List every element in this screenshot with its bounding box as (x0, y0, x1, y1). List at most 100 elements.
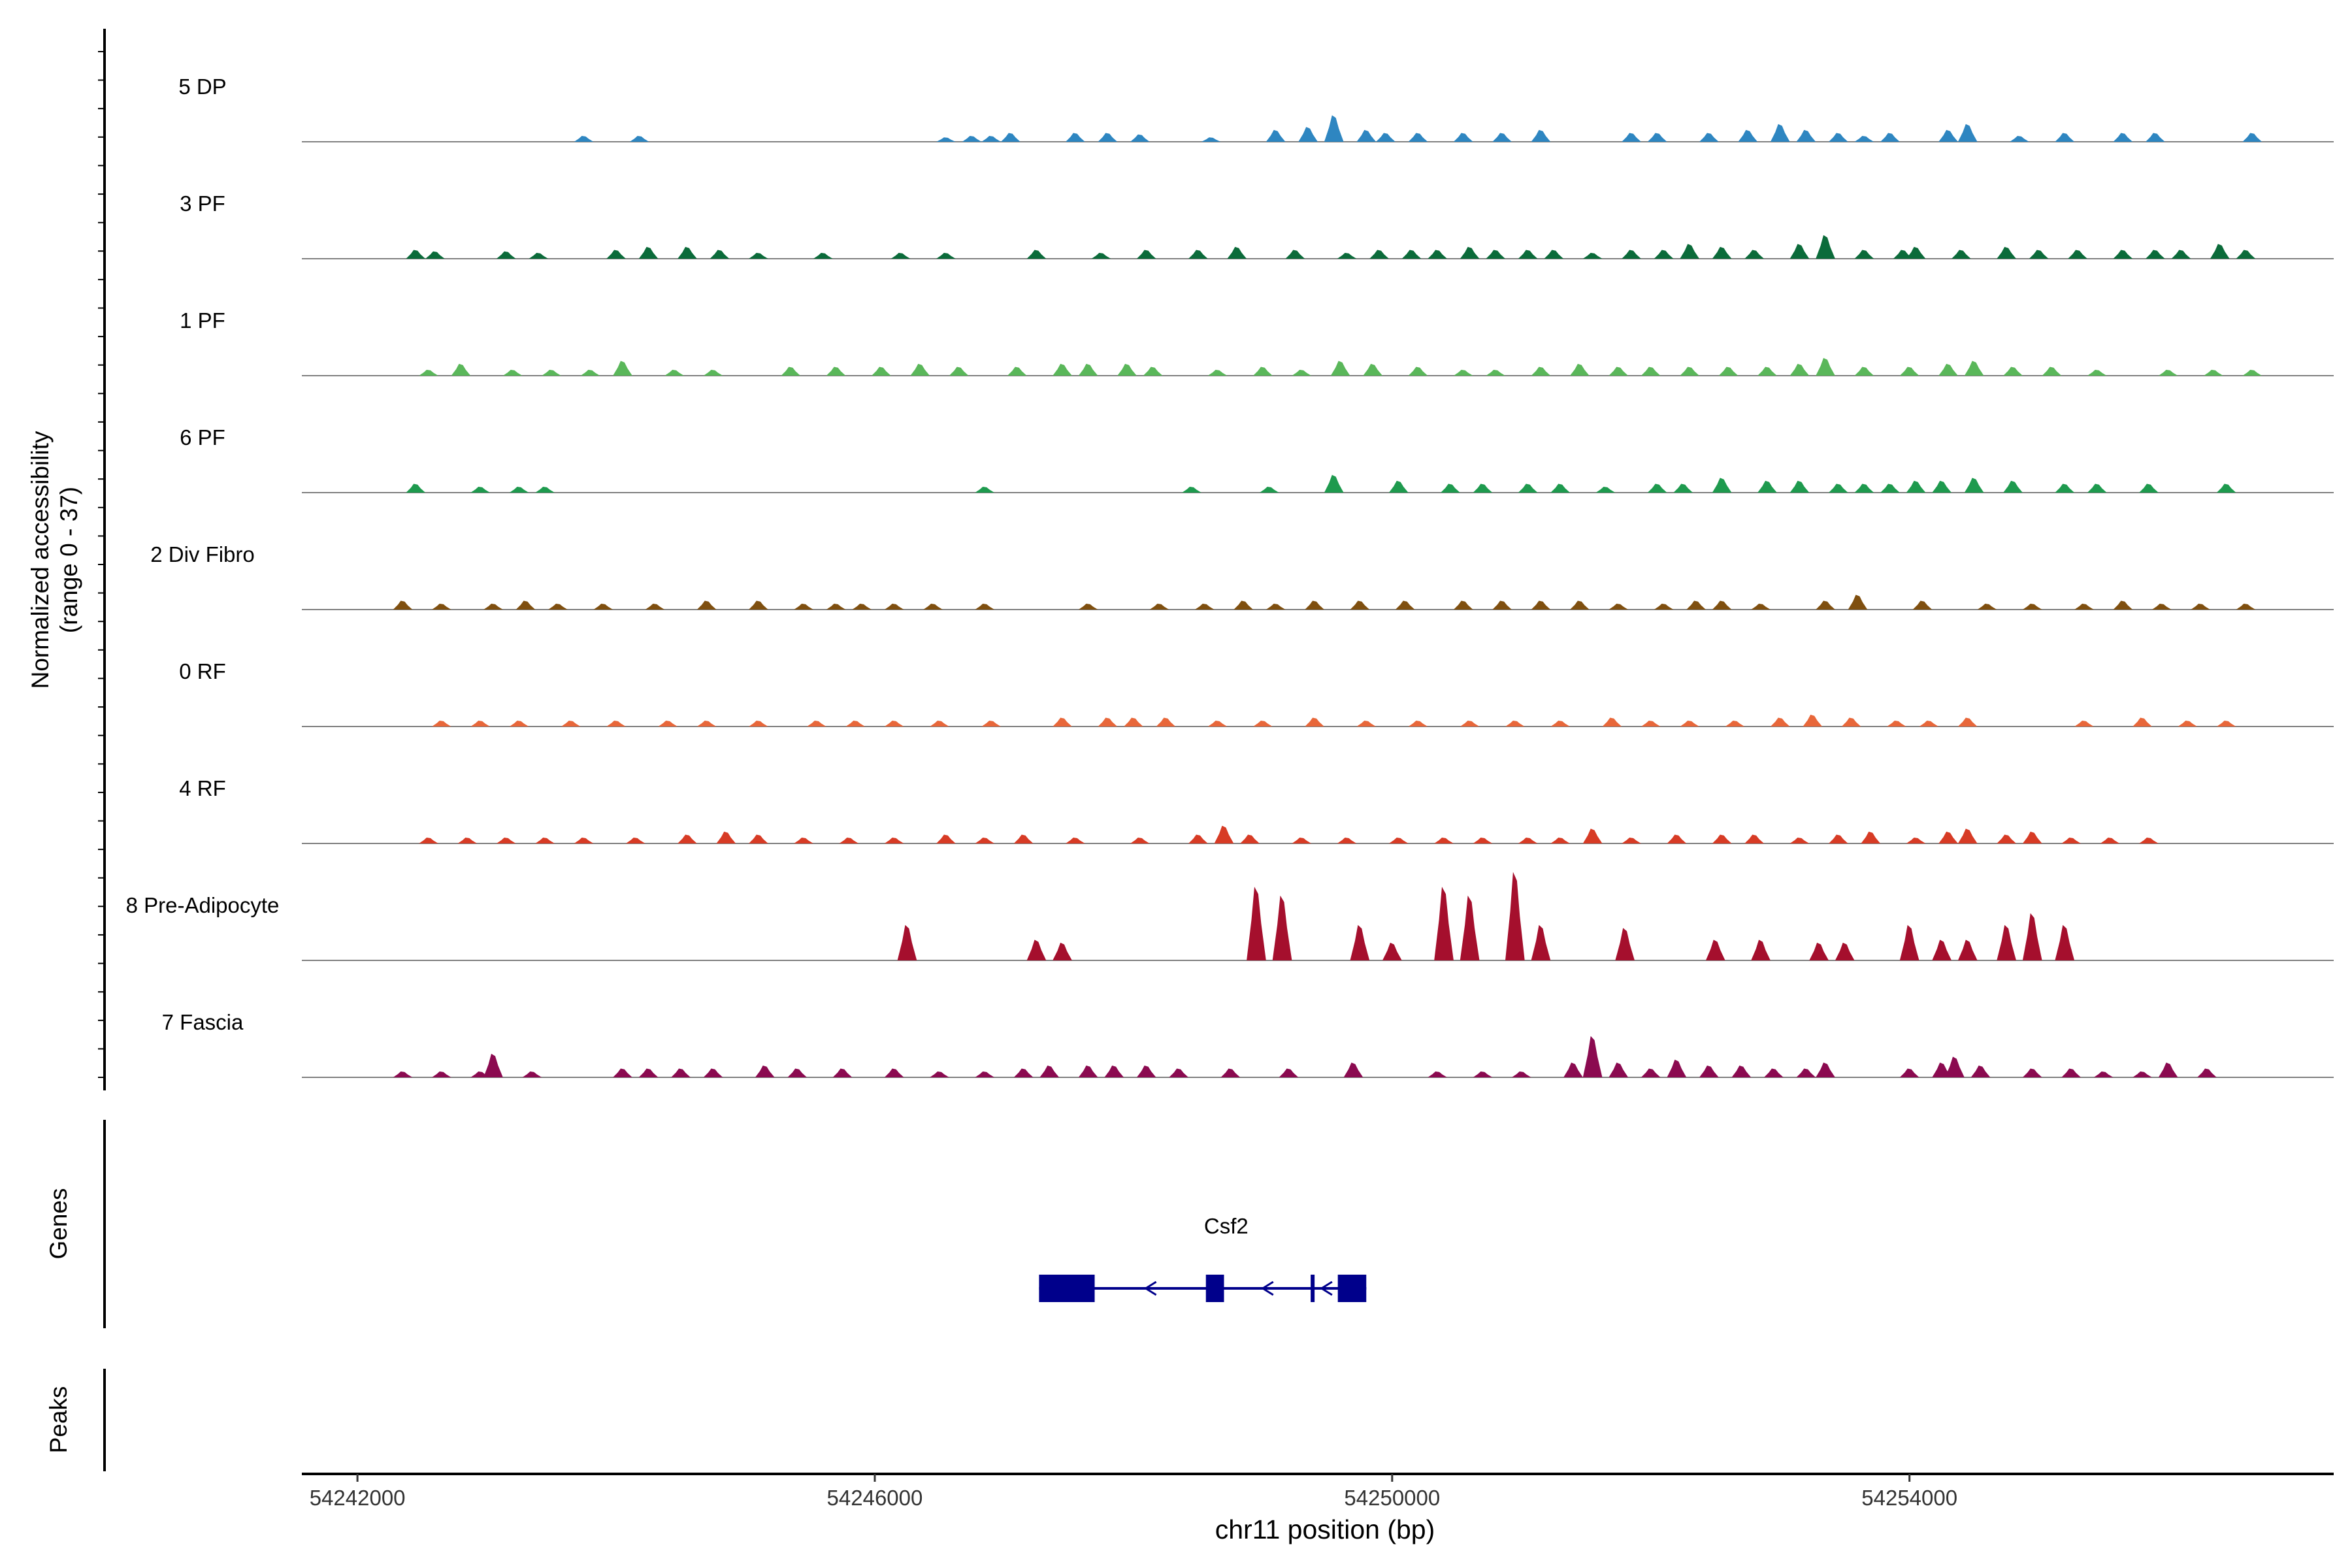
coverage-peak (1013, 834, 1034, 843)
coverage-peak (845, 721, 866, 727)
coverage-peak (923, 604, 943, 610)
coverage-peak (1977, 604, 1997, 610)
coverage-peak (1240, 834, 1260, 843)
coverage-peak (1363, 363, 1382, 376)
coverage-peak (1899, 367, 1919, 376)
coverage-peak (496, 838, 516, 843)
coverage-peak (1686, 600, 1706, 610)
coverage-peak (638, 246, 659, 259)
coverage-peak (2236, 250, 2256, 259)
coverage-peak (1098, 133, 1118, 142)
coverage-peak (1957, 939, 1978, 960)
coverage-peak (1292, 370, 1312, 376)
coverage-peak (1997, 246, 2016, 259)
coverage-peak (1673, 483, 1693, 493)
coverage-peak (1938, 831, 1958, 843)
coverage-peak (749, 600, 768, 610)
coverage-peak (1505, 872, 1525, 960)
coverage-peak (1796, 1068, 1816, 1077)
coverage-peak (975, 1071, 995, 1077)
coverage-peak (2113, 133, 2133, 142)
coverage-peak (1388, 480, 1409, 493)
genes-panel-label: Genes (45, 1188, 72, 1259)
coverage-peak (1350, 600, 1370, 610)
x-axis-title: chr11 position (bp) (1215, 1514, 1435, 1544)
coverage-peak (1156, 717, 1176, 727)
coverage-peak (1667, 834, 1687, 843)
coverage-peak (1647, 483, 1667, 493)
coverage-peak (1893, 250, 1913, 259)
coverage-peak (1247, 887, 1266, 960)
coverage-peak (1680, 244, 1699, 259)
coverage-peak (716, 831, 736, 843)
coverage-peak (1641, 721, 1661, 727)
coverage-peak (1169, 1068, 1188, 1077)
coverage-peak (1104, 1065, 1124, 1077)
coverage-peak (1899, 1068, 1919, 1077)
coverage-peak (2003, 480, 2023, 493)
coverage-peak (1395, 600, 1415, 610)
accessibility-y-axis (98, 29, 106, 1090)
coverage-peak (1550, 483, 1570, 493)
coverage-peak (483, 1053, 503, 1077)
coverage-peak (548, 604, 568, 610)
coverage-peak (1053, 363, 1072, 376)
coverage-peak (710, 250, 730, 259)
coverage-peak (1486, 370, 1505, 376)
coverage-peak (1712, 478, 1732, 493)
coverage-peak (1854, 367, 1874, 376)
coverage-peak (1932, 939, 1952, 960)
coverage-peak (1906, 246, 1926, 259)
coverage-peak (2242, 133, 2262, 142)
coverage-peak (696, 600, 717, 610)
coverage-peak (574, 136, 594, 142)
track-label: 1 PF (180, 308, 225, 333)
coverage-peak (872, 367, 891, 376)
coverage-peak (1182, 487, 1201, 493)
coverage-peak (606, 250, 626, 259)
coverage-peak (509, 487, 529, 493)
coverage-peak (1194, 604, 1215, 610)
coverage-peak (755, 1065, 775, 1077)
coverage-peak (678, 246, 697, 259)
coverage-peak (1880, 133, 1900, 142)
coverage-peak (2171, 250, 2191, 259)
coverage-peak (1654, 604, 1674, 610)
coverage-peak (1945, 1056, 1965, 1077)
coverage-peak (1292, 838, 1312, 843)
coverage-peak (2151, 604, 2172, 610)
coverage-peak (613, 361, 632, 376)
gene-exon (1205, 1275, 1224, 1302)
coverage-peak (1712, 246, 1732, 259)
coverage-peak (1091, 253, 1111, 259)
coverage-peak (884, 604, 904, 610)
coverage-peak (1272, 895, 1292, 960)
coverage-peak (975, 838, 995, 843)
coverage-peak (1602, 717, 1622, 727)
coverage-peak (1582, 828, 1603, 843)
coverage-peak (1718, 367, 1739, 376)
coverage-peak (1330, 361, 1350, 376)
coverage-peak (2100, 838, 2120, 843)
coverage-peak (593, 604, 613, 610)
coverage-peak (1078, 363, 1098, 376)
coverage-peak (1550, 838, 1570, 843)
coverage-peak (1305, 717, 1324, 727)
coverage-peak (522, 1071, 542, 1077)
coverage-peak (1938, 129, 1958, 142)
coverage-peak (936, 253, 956, 259)
coverage-peak (2197, 1068, 2217, 1077)
coverage-peak (1053, 942, 1072, 960)
coverage-peak (1253, 721, 1273, 727)
coverage-peak (832, 1068, 853, 1077)
track-label: 2 Div Fibro (150, 542, 255, 566)
coverage-peak (1531, 600, 1551, 610)
coverage-peak (1764, 1068, 1784, 1077)
track-label: 7 Fascia (162, 1010, 244, 1034)
coverage-peak (1880, 483, 1900, 493)
coverage-peak (749, 834, 768, 843)
coverage-peak (432, 1071, 451, 1077)
coverage-peak (813, 253, 833, 259)
coverage-peak (1641, 1068, 1661, 1077)
coverage-peak (1408, 367, 1428, 376)
